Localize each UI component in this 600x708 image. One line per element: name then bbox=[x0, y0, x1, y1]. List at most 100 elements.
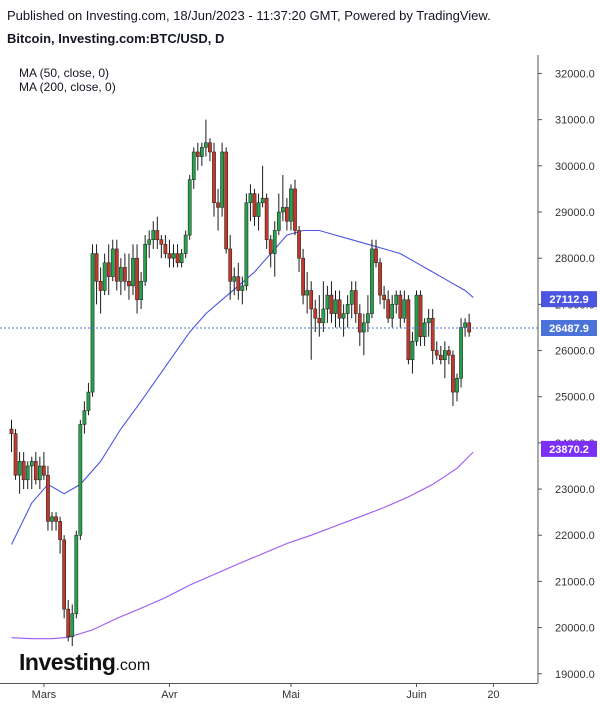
candle-body bbox=[127, 281, 131, 287]
x-tick-label: Avr bbox=[161, 689, 178, 701]
candle bbox=[276, 193, 281, 236]
candle-body bbox=[467, 322, 471, 333]
candle bbox=[281, 175, 285, 222]
candle bbox=[119, 258, 123, 296]
candle bbox=[94, 244, 99, 305]
candle-body bbox=[90, 253, 95, 393]
symbol-title: Bitcoin, Investing.com:BTC/USD, D bbox=[7, 31, 225, 46]
x-tick-label: 20 bbox=[487, 689, 499, 701]
candle-body bbox=[86, 391, 91, 411]
candle-body bbox=[94, 253, 99, 282]
candle-body bbox=[114, 248, 119, 282]
candle bbox=[418, 290, 423, 346]
candle bbox=[357, 304, 362, 346]
candle-body bbox=[382, 294, 386, 300]
candle bbox=[313, 299, 318, 333]
x-tick-label: Juin bbox=[406, 689, 426, 701]
candle bbox=[333, 290, 338, 328]
candle-body bbox=[155, 230, 160, 240]
candle-body bbox=[123, 267, 127, 282]
candle-body bbox=[220, 151, 224, 208]
candle-body bbox=[179, 253, 184, 264]
candle bbox=[366, 295, 370, 333]
candle bbox=[459, 318, 463, 388]
candle bbox=[127, 253, 131, 300]
candle bbox=[398, 290, 403, 328]
candle bbox=[21, 452, 26, 490]
candle bbox=[195, 142, 200, 171]
candle-body bbox=[13, 433, 18, 476]
y-tick-label: 25000.0 bbox=[555, 392, 595, 404]
candle bbox=[106, 244, 111, 296]
candle bbox=[66, 599, 71, 642]
ma200-price-label: 23870.2 bbox=[549, 444, 589, 456]
candle-body bbox=[232, 276, 237, 282]
candle bbox=[272, 221, 277, 277]
candle bbox=[200, 142, 204, 166]
candle bbox=[102, 253, 107, 296]
candle-body bbox=[54, 516, 58, 522]
candle bbox=[139, 272, 143, 309]
candle bbox=[183, 230, 188, 259]
candle-body bbox=[216, 202, 220, 208]
candle bbox=[159, 235, 164, 259]
candle-body bbox=[98, 281, 103, 291]
candle bbox=[98, 267, 103, 314]
candle bbox=[455, 373, 459, 402]
candle bbox=[212, 142, 216, 217]
candle bbox=[33, 452, 38, 485]
candle bbox=[155, 216, 160, 249]
candle-body bbox=[110, 248, 115, 277]
candle-body bbox=[171, 253, 176, 259]
candle-body bbox=[74, 534, 79, 614]
candle-body bbox=[414, 294, 419, 342]
candle-body bbox=[62, 539, 66, 610]
candle-body bbox=[58, 521, 62, 541]
candle bbox=[179, 248, 184, 268]
candle bbox=[163, 235, 168, 259]
candle bbox=[426, 308, 431, 337]
candle-body bbox=[378, 262, 382, 296]
candle bbox=[135, 244, 139, 314]
candle-body bbox=[200, 147, 204, 157]
ma50-legend[interactable]: MA (50, close, 0) bbox=[19, 66, 110, 80]
ma200-legend[interactable]: MA (200, close, 0) bbox=[19, 80, 116, 94]
candle bbox=[114, 239, 119, 291]
candle-body bbox=[159, 239, 164, 245]
candle-body bbox=[21, 461, 26, 481]
candle bbox=[58, 516, 62, 554]
candle-body bbox=[337, 299, 342, 319]
candle bbox=[374, 239, 378, 268]
candle bbox=[228, 235, 233, 300]
y-tick-label: 32000.0 bbox=[555, 68, 595, 80]
ma50-price-label-bg bbox=[541, 291, 597, 308]
candle-body bbox=[175, 253, 180, 264]
candle-body bbox=[147, 239, 152, 245]
candle-body bbox=[313, 308, 318, 319]
y-tick-label: 28000.0 bbox=[555, 253, 595, 265]
candle bbox=[110, 239, 115, 282]
candle bbox=[285, 198, 289, 231]
candle bbox=[434, 341, 439, 360]
candle-body bbox=[272, 230, 277, 254]
candle-body bbox=[38, 465, 42, 481]
candle bbox=[406, 295, 411, 365]
candle bbox=[321, 281, 326, 333]
candle bbox=[394, 290, 399, 314]
candle-body bbox=[402, 299, 407, 319]
candle-body bbox=[426, 317, 431, 324]
candle-body bbox=[325, 294, 330, 310]
candle bbox=[236, 262, 241, 300]
candle bbox=[463, 318, 467, 337]
candle bbox=[301, 248, 305, 305]
y-tick-label: 31000.0 bbox=[555, 115, 595, 127]
candle bbox=[341, 304, 346, 337]
candle bbox=[224, 147, 229, 254]
candle-body bbox=[212, 151, 216, 204]
candle-body bbox=[394, 294, 399, 305]
candle-body bbox=[9, 428, 14, 434]
candle-body bbox=[29, 461, 34, 467]
candle-body bbox=[317, 317, 322, 324]
candle bbox=[362, 313, 366, 356]
